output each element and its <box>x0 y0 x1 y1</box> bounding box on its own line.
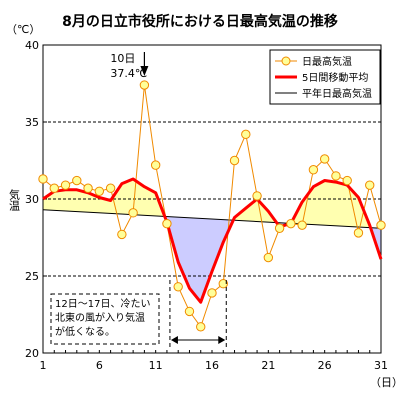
data-point-daily-max <box>105 183 116 193</box>
x-tick-label: 26 <box>318 359 332 372</box>
above-normal-fill <box>233 199 277 223</box>
data-point-daily-max <box>150 160 161 170</box>
data-point-daily-max <box>218 279 228 289</box>
data-point-daily-max <box>207 288 217 298</box>
note-line: 12日～17日、冷たい <box>55 297 150 310</box>
data-point-daily-max <box>139 80 150 90</box>
y-tick-label: 20 <box>25 347 39 360</box>
data-point-daily-max <box>184 306 195 317</box>
note-line: 北東の風が入り気温 <box>55 311 145 324</box>
data-point-daily-max <box>308 165 319 175</box>
peak-annotation-value: 37.4℃ <box>110 67 147 80</box>
data-point-daily-max <box>263 252 274 263</box>
data-point-daily-max <box>128 208 138 218</box>
data-point-daily-max <box>365 180 375 190</box>
x-tick-label: 6 <box>96 359 103 372</box>
data-point-daily-max <box>49 183 59 193</box>
data-point-daily-max <box>196 322 206 332</box>
above-normal-fill <box>43 179 165 217</box>
x-unit-label: （日） <box>370 376 400 389</box>
data-point-daily-max <box>286 218 296 229</box>
data-point-daily-max <box>252 191 262 201</box>
y-tick-label: 40 <box>25 39 39 52</box>
series-line-moving-average <box>42 177 383 304</box>
peak-arrow-head <box>140 66 149 76</box>
legend-label: 平年日最高気温 <box>302 87 372 100</box>
x-tick-label: 11 <box>149 359 163 372</box>
x-tick-label: 21 <box>261 359 275 372</box>
data-point-daily-max <box>94 186 105 197</box>
series-layer <box>38 80 386 332</box>
data-point-daily-max <box>229 155 240 166</box>
range-arrow-left <box>170 336 178 344</box>
range-arrow-right <box>218 336 226 344</box>
legend-label: 日最高気温 <box>302 55 352 68</box>
y-tick-label: 35 <box>25 116 39 129</box>
x-tick-label: 1 <box>40 359 47 372</box>
data-point-daily-max <box>241 129 251 140</box>
series-line-normal <box>42 209 382 229</box>
chart-title: 8月の日立市役所における日最高気温の推移 <box>62 13 338 30</box>
data-point-daily-max <box>297 220 307 230</box>
data-point-daily-max <box>38 174 48 184</box>
y-tick-label: 25 <box>25 270 39 283</box>
legend-swatch-marker <box>281 56 291 66</box>
x-tick-label: 16 <box>205 359 219 372</box>
legend-label: 5日間移動平均 <box>302 71 368 84</box>
data-point-daily-max <box>162 218 172 229</box>
y-tick-label: 30 <box>25 193 39 206</box>
peak-annotation-day: 10日 <box>110 52 135 65</box>
data-point-daily-max <box>342 175 352 186</box>
x-tick-label: 31 <box>374 359 388 372</box>
data-point-daily-max <box>173 282 183 292</box>
data-point-daily-max <box>376 220 386 230</box>
note-box <box>50 293 160 345</box>
y-axis-label: 気温 <box>8 188 21 211</box>
data-point-daily-max <box>274 223 285 233</box>
data-point-daily-max <box>83 183 93 193</box>
data-point-daily-max <box>319 154 330 164</box>
data-point-daily-max <box>331 171 341 181</box>
data-point-daily-max <box>72 175 82 186</box>
data-point-daily-max <box>117 229 127 240</box>
note-line: が低くなる。 <box>55 325 115 338</box>
y-unit-label: （℃） <box>6 23 40 36</box>
data-point-daily-max <box>60 180 71 190</box>
below-normal-fill <box>164 216 234 303</box>
data-point-daily-max <box>353 228 364 238</box>
anomaly-fills <box>43 179 381 303</box>
